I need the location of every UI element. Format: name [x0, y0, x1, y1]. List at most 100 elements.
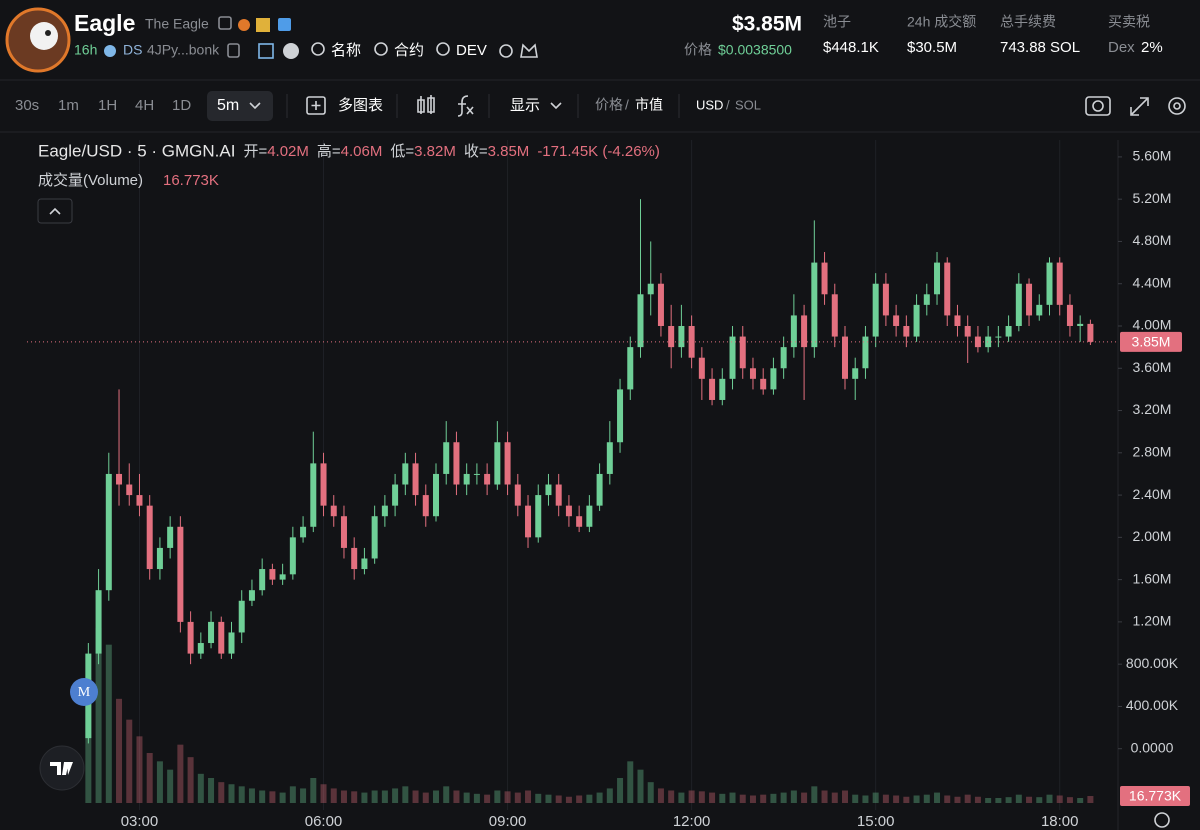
- active-interval[interactable]: 5m: [217, 97, 239, 114]
- tv-logo[interactable]: [39, 745, 85, 791]
- candle-body: [177, 526, 184, 622]
- volume-bar: [340, 790, 347, 803]
- candle-body: [1015, 283, 1022, 326]
- interval[interactable]: 1m: [58, 97, 79, 114]
- list-icon[interactable]: [283, 43, 299, 59]
- volume-bar: [248, 788, 255, 803]
- price-toggle[interactable]: 市值: [635, 97, 663, 113]
- candle-body: [392, 484, 399, 506]
- dex-icon: [104, 45, 116, 57]
- verified-icon: [278, 18, 291, 31]
- search-link[interactable]: 合约: [394, 42, 424, 59]
- y-tick-label: 1.20M: [1133, 613, 1172, 629]
- plot: [27, 140, 1122, 830]
- display-menu[interactable]: 显示: [510, 97, 540, 114]
- interval[interactable]: 1H: [98, 97, 117, 114]
- interval[interactable]: 1D: [172, 97, 191, 114]
- volume-bar: [1066, 797, 1073, 803]
- share-icon[interactable]: [499, 44, 513, 58]
- collapse-button[interactable]: [37, 198, 73, 224]
- candle-body: [811, 262, 818, 348]
- y-tick-label: 4.80M: [1133, 232, 1172, 248]
- volume-bar: [167, 769, 174, 803]
- candle-body: [535, 495, 542, 538]
- multi-chart[interactable]: 多图表: [338, 97, 383, 114]
- settings-icon[interactable]: [1168, 97, 1186, 115]
- stat-label: 买卖税: [1108, 14, 1150, 30]
- volume-bar: [126, 719, 133, 803]
- candle-body: [995, 336, 1002, 338]
- interval-dropdown[interactable]: [207, 91, 273, 121]
- copy-icon[interactable]: [227, 43, 240, 58]
- y-tick-label: 0.0000: [1131, 739, 1174, 755]
- candle-body: [126, 484, 133, 496]
- volume-bar: [627, 761, 634, 803]
- candle-body: [1087, 323, 1094, 342]
- volume-bar: [259, 790, 266, 803]
- candle-body: [627, 347, 634, 390]
- volume-bar: [729, 792, 736, 803]
- interval[interactable]: 30s: [15, 97, 39, 114]
- candle-body: [463, 473, 470, 485]
- candle-body: [555, 484, 562, 506]
- candle-body: [913, 304, 920, 337]
- volume-bar: [208, 778, 215, 803]
- crown-icon[interactable]: [520, 43, 538, 58]
- stat-prefix: Dex: [1108, 39, 1135, 56]
- add-icon[interactable]: [306, 96, 326, 115]
- candle-body: [279, 574, 286, 580]
- candle-body: [709, 378, 716, 400]
- volume-bar: [944, 795, 951, 803]
- y-tick-label: 5.60M: [1133, 148, 1172, 164]
- indicator-icon[interactable]: [457, 95, 474, 117]
- people-icon[interactable]: [258, 43, 274, 59]
- search-icon[interactable]: [311, 42, 325, 56]
- candle-body: [852, 368, 859, 379]
- price-toggle[interactable]: 价格: [595, 97, 623, 113]
- separator: /: [726, 97, 730, 112]
- candle-body: [760, 378, 767, 390]
- candle-body: [770, 368, 777, 390]
- volume-bar: [964, 794, 971, 803]
- currency-toggle[interactable]: USD: [696, 97, 723, 112]
- search-icon[interactable]: [436, 42, 450, 56]
- settings-icon[interactable]: [1154, 812, 1170, 828]
- marker-label: M: [78, 685, 91, 700]
- volume-bar: [586, 794, 593, 803]
- candle-body: [893, 315, 900, 326]
- candle-body: [1036, 304, 1043, 316]
- legend-label: 收=: [464, 143, 488, 160]
- interval[interactable]: 4H: [135, 97, 154, 114]
- settings-icon: [1173, 102, 1181, 110]
- candle-body: [259, 569, 266, 591]
- avatar-art: [45, 30, 51, 36]
- currency-toggle[interactable]: SOL: [735, 97, 761, 112]
- y-tick-label: 2.00M: [1133, 528, 1172, 544]
- candle-body: [116, 473, 123, 485]
- legend-label: 开=: [243, 143, 267, 160]
- candle-body: [668, 325, 675, 348]
- search-icon[interactable]: [374, 42, 388, 56]
- stat-label: 池子: [823, 14, 851, 30]
- volume-bar: [330, 788, 337, 803]
- candle-body: [872, 283, 879, 337]
- marker[interactable]: [70, 678, 98, 706]
- camera-icon[interactable]: [1085, 96, 1111, 116]
- candle-body: [903, 325, 910, 337]
- search-link[interactable]: 名称: [331, 42, 361, 59]
- volume-bar: [1056, 795, 1063, 803]
- volume-bar: [893, 795, 900, 803]
- edit-icon[interactable]: [218, 16, 232, 30]
- candle-body: [1056, 262, 1063, 305]
- fullscreen-icon[interactable]: [1130, 97, 1149, 116]
- search-link[interactable]: DEV: [456, 42, 487, 59]
- volume-bar: [974, 796, 981, 803]
- candle-body: [238, 600, 245, 633]
- candle-icon[interactable]: [417, 95, 435, 114]
- y-tick-label: 4.00M: [1133, 317, 1172, 333]
- volume-bar: [1005, 797, 1012, 803]
- volume-bar: [228, 784, 235, 803]
- candle-body: [606, 442, 613, 474]
- volume-bar: [156, 761, 163, 803]
- candle-body: [1077, 323, 1084, 326]
